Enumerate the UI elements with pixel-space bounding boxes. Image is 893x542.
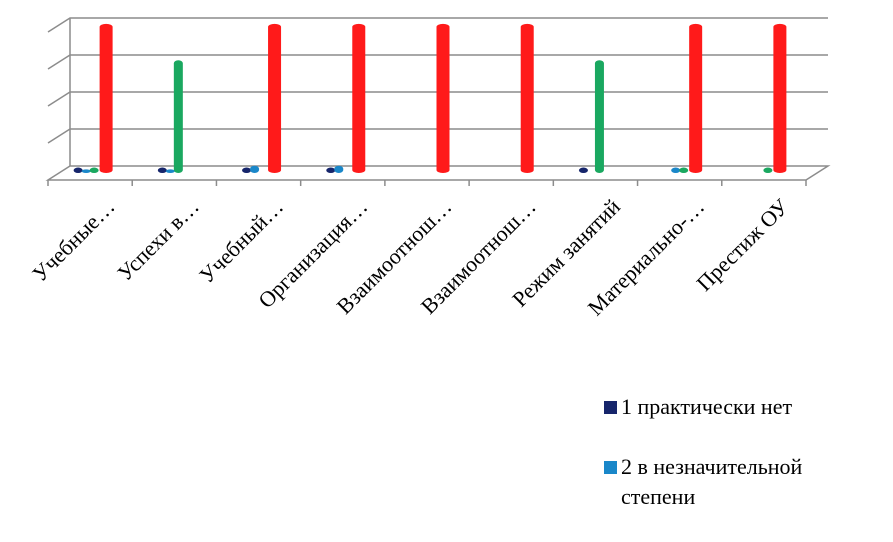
bar-4-9 bbox=[773, 23, 787, 174]
bar-chart: Учебные…Успехи в…Учебный…Организация…Вза… bbox=[27, 17, 831, 321]
legend-label-1: 1 практически нет bbox=[621, 394, 793, 419]
chart-bars bbox=[73, 23, 787, 174]
legend-swatch-2 bbox=[604, 461, 617, 474]
bar-4-3 bbox=[268, 23, 282, 174]
bar-1-7 bbox=[578, 167, 588, 173]
bar-3-9 bbox=[763, 167, 773, 173]
category-labels: Учебные…Успехи в…Учебный…Организация…Вза… bbox=[27, 194, 794, 321]
bar-1-2 bbox=[157, 167, 167, 173]
bar-2-8 bbox=[671, 167, 681, 173]
bar-1-4 bbox=[326, 167, 336, 173]
bar-1-1 bbox=[73, 167, 83, 173]
legend-item-1: 1 практически нет bbox=[604, 392, 889, 422]
bar-3-7 bbox=[594, 60, 604, 173]
category-label-9: Престиж ОУ bbox=[691, 194, 793, 296]
bar-4-1 bbox=[99, 23, 113, 174]
legend-label-2-line1: 2 в незначительной bbox=[621, 454, 803, 479]
bar-3-8 bbox=[679, 167, 689, 173]
bar-2-1 bbox=[81, 169, 91, 173]
bar-2-3 bbox=[250, 165, 260, 173]
legend-label-2: 2 в незначительной степени bbox=[621, 452, 802, 512]
bar-2-4 bbox=[334, 165, 344, 173]
bar-4-5 bbox=[436, 23, 450, 174]
bar-3-2 bbox=[173, 60, 183, 173]
bar-4-6 bbox=[520, 23, 534, 174]
bar-3-1 bbox=[89, 167, 99, 173]
legend-item-2: 2 в незначительной степени bbox=[604, 452, 889, 512]
legend-label-2-line2: степени bbox=[621, 484, 696, 509]
bar-4-8 bbox=[689, 23, 703, 174]
bar-1-3 bbox=[242, 167, 252, 173]
chart-legend: 1 практически нет 2 в незначительной степ… bbox=[604, 392, 889, 542]
category-label-1: Учебные… bbox=[27, 194, 120, 287]
bar-4-4 bbox=[352, 23, 366, 174]
legend-swatch-1 bbox=[604, 401, 617, 414]
category-label-2: Успехи в… bbox=[112, 194, 204, 286]
chart-gridlines bbox=[45, 17, 831, 186]
bar-2-2 bbox=[165, 169, 175, 173]
